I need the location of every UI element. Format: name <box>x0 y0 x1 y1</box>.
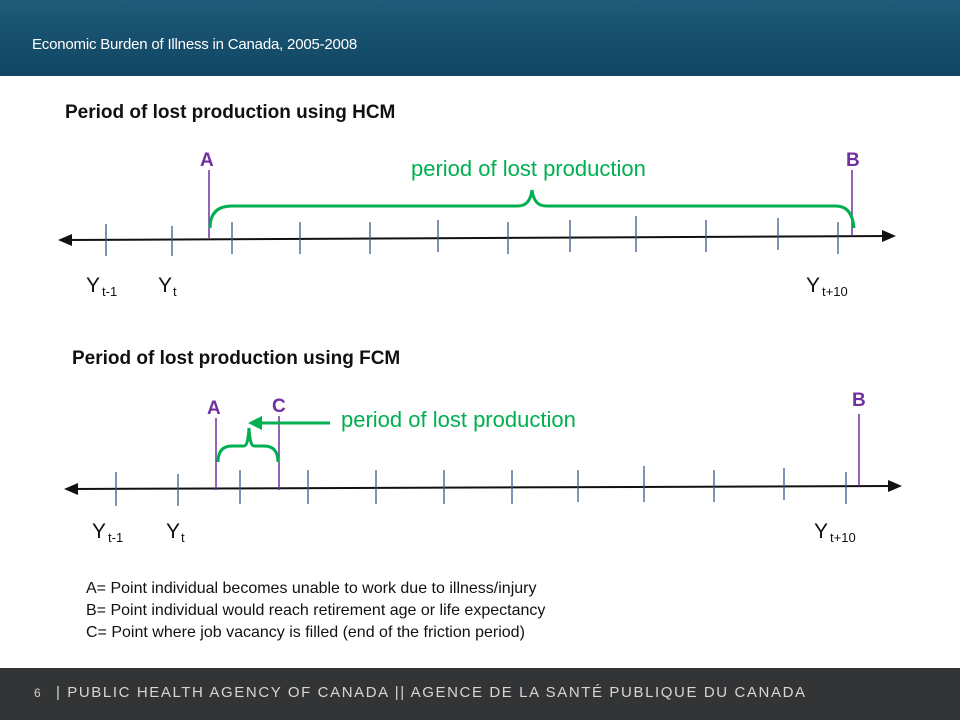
hcm-axis-line <box>63 235 891 241</box>
legend-item-b: B= Point individual would reach retireme… <box>86 602 546 619</box>
hcm-marker-a-label: A <box>200 150 214 171</box>
fcm-axis-left-arrow <box>64 483 78 495</box>
footer-bar: 6 | PUBLIC HEALTH AGENCY OF CANADA || AG… <box>0 668 960 720</box>
fcm-marker-b-label: B <box>852 390 866 411</box>
fcm-tick-label-middle: Yt <box>166 520 185 545</box>
hcm-bracket <box>208 189 856 229</box>
hcm-period-label: period of lost production <box>411 156 646 181</box>
page-number: 6 <box>34 686 41 700</box>
fcm-bracket <box>216 427 280 463</box>
header-title: Economic Burden of Illness in Canada, 20… <box>32 36 357 53</box>
fcm-axis-line <box>69 485 897 490</box>
legend-item-a: A= Point individual becomes unable to wo… <box>86 580 537 597</box>
fcm-pointer-arrow-head <box>248 416 262 430</box>
fcm-period-label: period of lost production <box>341 407 576 432</box>
fcm-section-title: Period of lost production using FCM <box>72 348 401 369</box>
hcm-ticks <box>105 216 839 256</box>
fcm-marker-c-label: C <box>272 396 286 417</box>
fcm-ticks <box>115 466 847 506</box>
fcm-axis-right-arrow <box>888 480 902 492</box>
hcm-axis-left-arrow <box>58 234 72 246</box>
header-bar: Economic Burden of Illness in Canada, 20… <box>0 0 960 76</box>
agency-name: | PUBLIC HEALTH AGENCY OF CANADA || AGEN… <box>56 684 807 701</box>
hcm-section-title: Period of lost production using HCM <box>65 102 396 123</box>
hcm-tick-label-middle: Yt <box>158 274 177 299</box>
legend-item-c: C= Point where job vacancy is filled (en… <box>86 624 525 641</box>
hcm-axis-right-arrow <box>882 230 896 242</box>
fcm-marker-a-label: A <box>207 398 221 419</box>
hcm-marker-b-label: B <box>846 150 860 171</box>
legend: A= Point individual becomes unable to wo… <box>86 578 545 644</box>
